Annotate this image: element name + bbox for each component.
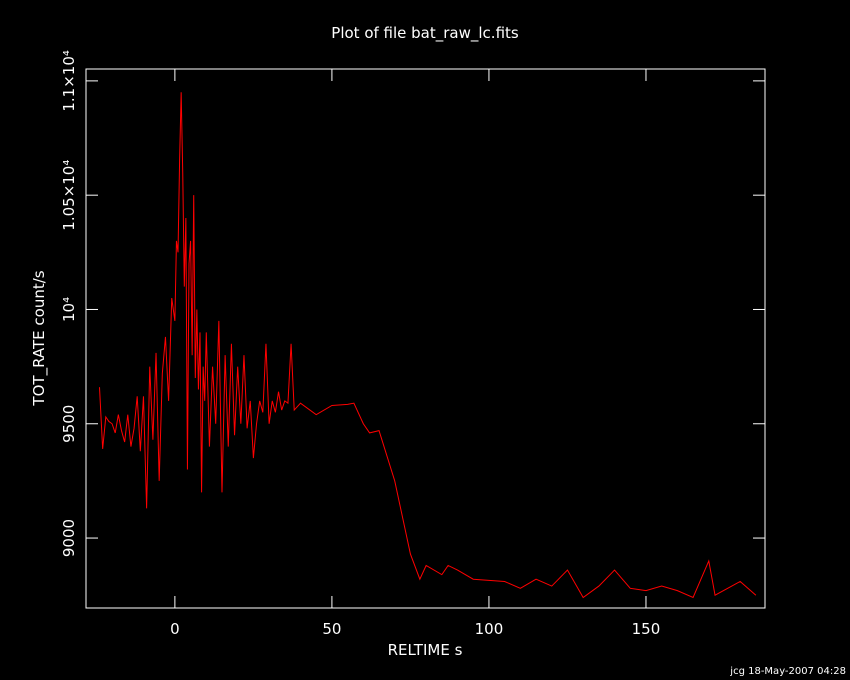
y-tick-label: 10⁴ [60, 297, 78, 322]
x-tick-label: 50 [322, 620, 341, 638]
x-tick-label: 100 [475, 620, 504, 638]
data-line [99, 92, 757, 599]
y-tick-label: 9500 [60, 405, 78, 443]
footer: jcg 18-May-2007 04:28 [729, 666, 846, 677]
y-tick-label: 1.1×10⁴ [60, 50, 78, 112]
chart-title: Plot of file bat_raw_lc.fits [331, 24, 519, 43]
x-tick-label: 0 [170, 620, 180, 638]
y-axis-label: TOT_RATE count/s [30, 270, 49, 406]
y-tick-label: 9000 [60, 519, 78, 557]
y-tick-label: 1.05×10⁴ [60, 160, 78, 231]
x-tick-label: 150 [632, 620, 661, 638]
x-axis-label: RELTIME s [388, 641, 463, 659]
plot-frame [85, 68, 766, 609]
